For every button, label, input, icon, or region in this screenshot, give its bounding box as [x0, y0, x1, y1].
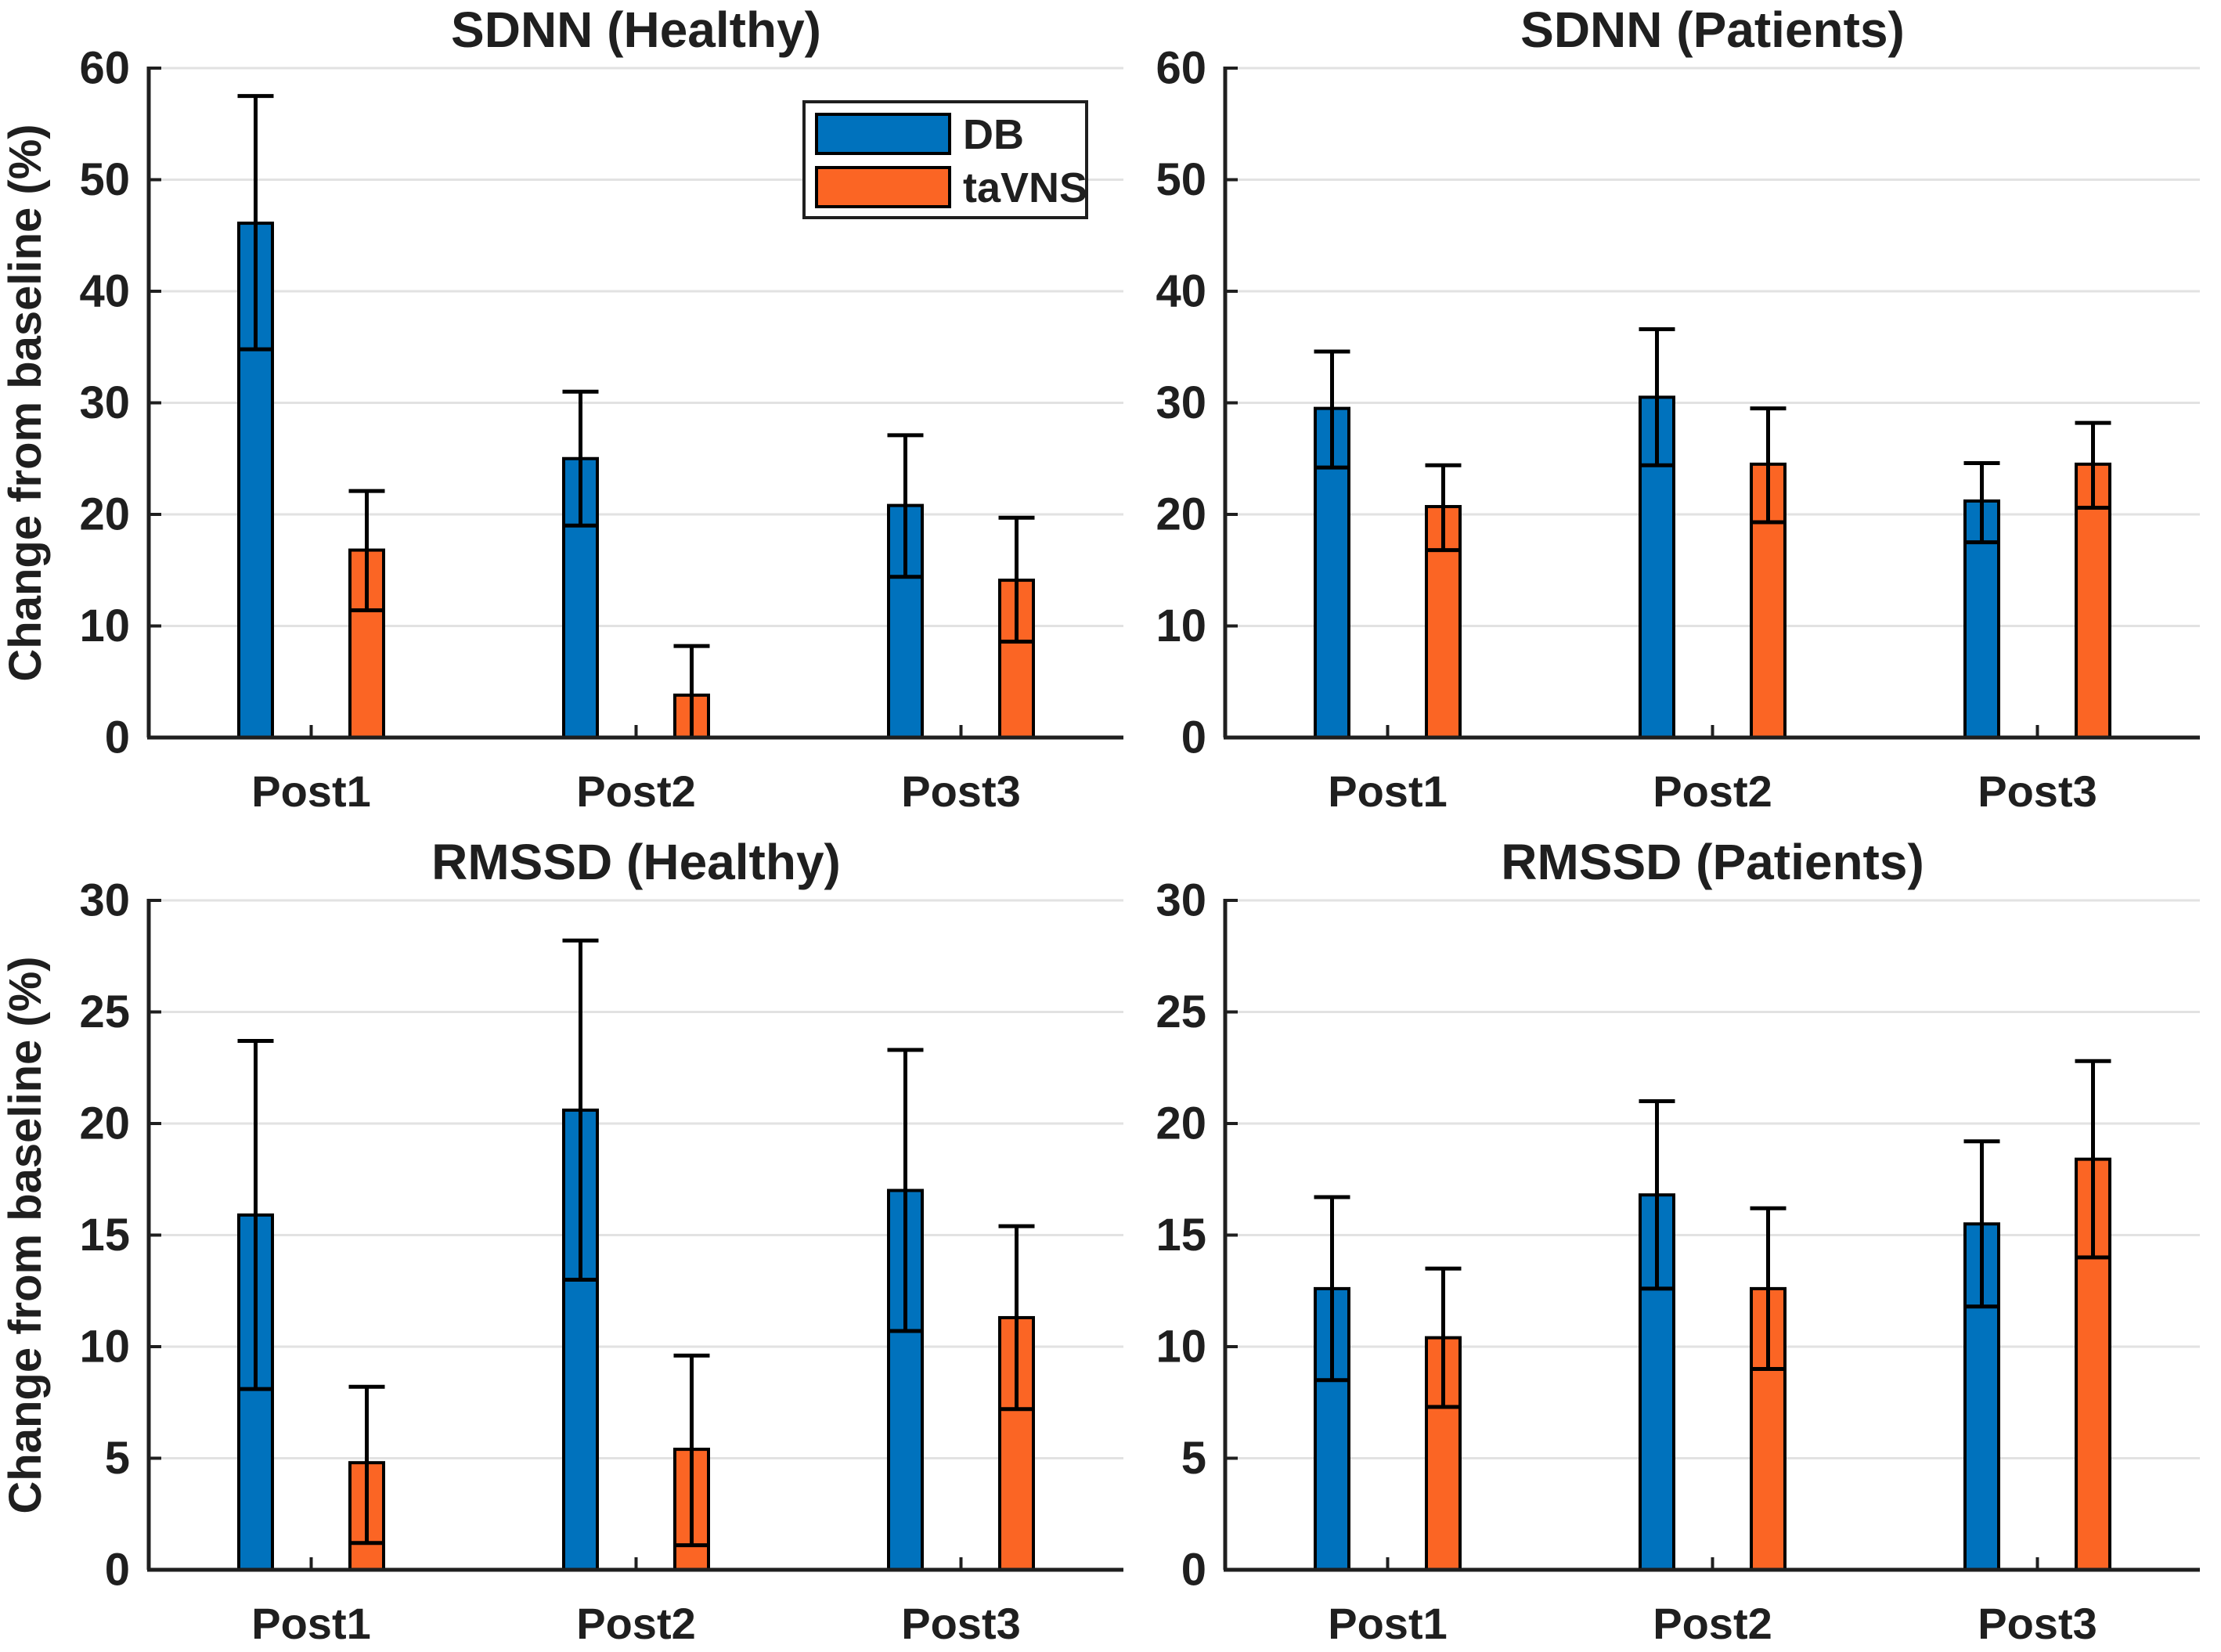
- x-tick-label-post3: Post3: [1978, 766, 2097, 816]
- y-tick-label-60: 60: [1156, 43, 1206, 94]
- y-tick-label-20: 20: [79, 1098, 130, 1149]
- y-axis-label: Change from baseline (%): [0, 124, 51, 681]
- legend-label-db: DB: [963, 111, 1024, 158]
- y-tick-label-30: 30: [79, 875, 130, 926]
- x-tick-label-post2: Post2: [576, 1599, 696, 1648]
- chart-title-rmssd-patients: RMSSD (Patients): [1501, 834, 1924, 890]
- y-tick-label-0: 0: [105, 1545, 130, 1596]
- y-tick-label-40: 40: [1156, 266, 1206, 317]
- x-tick-label-post2: Post2: [1653, 766, 1772, 816]
- chart-sdnn-healthy: 0 10 20 30 40 50 60 Post1 Post2 Post3 SDNN (Health…: [0, 2, 1123, 816]
- legend: DB taVNS: [802, 100, 1088, 219]
- x-tick-label-post1: Post1: [251, 766, 371, 816]
- y-tick-label-0: 0: [105, 712, 130, 763]
- y-tick-label-50: 50: [1156, 154, 1206, 205]
- y-tick-label-40: 40: [79, 266, 130, 317]
- x-tick-label-post3: Post3: [901, 766, 1021, 816]
- y-tick-label-20: 20: [1156, 1098, 1206, 1149]
- y-tick-label-15: 15: [1156, 1210, 1206, 1261]
- y-axis-label: Change from baseline (%): [0, 956, 51, 1513]
- legend-swatch-db: [815, 113, 951, 155]
- chart-sdnn-patients: 0 10 20 30 40 50 60 Post1 Post2 Post3 SDNN (Patien…: [1156, 2, 2200, 816]
- x-tick-label-post3: Post3: [1978, 1599, 2097, 1648]
- y-tick-label-10: 10: [79, 1322, 130, 1372]
- y-tick-label-5: 5: [1181, 1433, 1206, 1484]
- chart-title-rmssd-healthy: RMSSD (Healthy): [431, 834, 841, 890]
- y-tick-label-25: 25: [1156, 987, 1206, 1037]
- y-tick-label-30: 30: [1156, 377, 1206, 428]
- y-tick-label-20: 20: [79, 489, 130, 540]
- y-tick-label-15: 15: [79, 1210, 130, 1261]
- y-tick-label-20: 20: [1156, 489, 1206, 540]
- y-tick-label-30: 30: [79, 377, 130, 428]
- x-tick-label-post3: Post3: [901, 1599, 1021, 1648]
- x-tick-label-post1: Post1: [1328, 766, 1448, 816]
- x-tick-label-post1: Post1: [251, 1599, 371, 1648]
- legend-label-tavns: taVNS: [963, 164, 1087, 211]
- y-tick-label-60: 60: [79, 43, 130, 94]
- y-tick-label-50: 50: [79, 154, 130, 205]
- legend-swatch-tavns: [815, 166, 951, 208]
- y-tick-label-0: 0: [1181, 1545, 1206, 1596]
- bar-sdnn-patients-db-post2: [1639, 395, 1675, 739]
- y-tick-label-30: 30: [1156, 875, 1206, 926]
- y-tick-label-10: 10: [1156, 1322, 1206, 1372]
- y-tick-label-5: 5: [105, 1433, 130, 1484]
- y-tick-label-25: 25: [79, 987, 130, 1037]
- y-tick-label-10: 10: [79, 601, 130, 651]
- x-tick-label-post1: Post1: [1328, 1599, 1448, 1648]
- y-tick-label-0: 0: [1181, 712, 1206, 763]
- x-tick-label-post2: Post2: [576, 766, 696, 816]
- chart-rmssd-patients: 0 5 10 15 20 25 30 Post1 Post2 Post3 RMSSD (Patien…: [1156, 834, 2200, 1648]
- x-tick-label-post2: Post2: [1653, 1599, 1772, 1648]
- chart-title-sdnn-patients: SDNN (Patients): [1520, 2, 1905, 58]
- chart-title-sdnn-healthy: SDNN (Healthy): [451, 2, 821, 58]
- y-tick-label-10: 10: [1156, 601, 1206, 651]
- chart-rmssd-healthy: 0 5 10 15 20 25 30 Post1 Post2 Post3 RMSSD (Health…: [0, 834, 1123, 1648]
